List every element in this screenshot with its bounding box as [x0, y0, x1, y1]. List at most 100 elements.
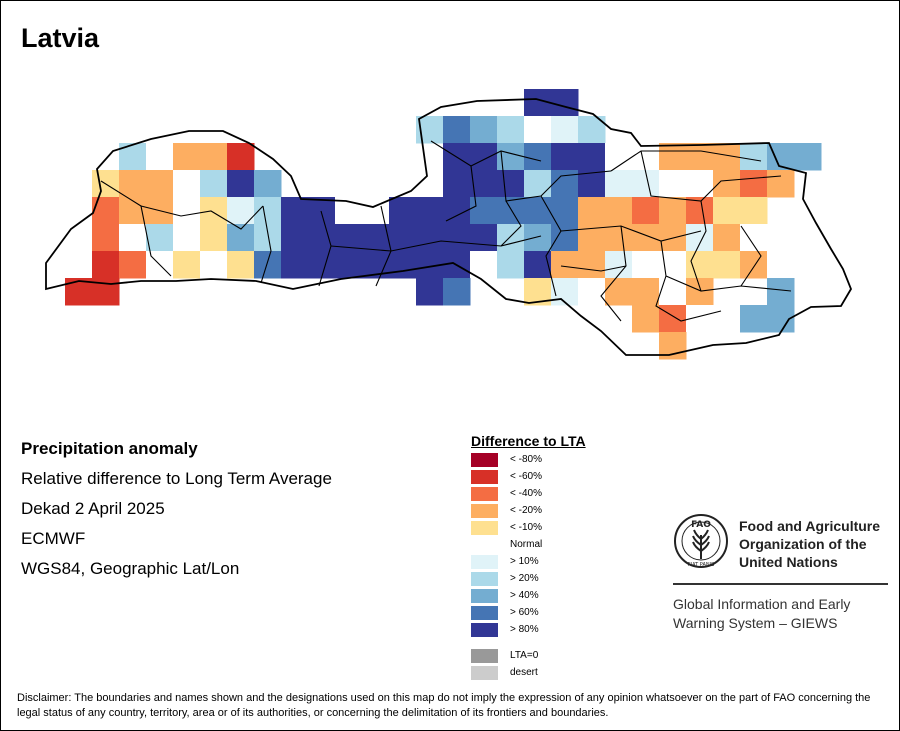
anomaly-cell [200, 224, 228, 252]
legend-label: LTA=0 [510, 650, 539, 661]
anomaly-cell [605, 197, 633, 225]
anomaly-cell [470, 197, 498, 225]
anomaly-cell [767, 278, 795, 306]
legend-label: < -10% [510, 522, 542, 533]
anomaly-cell [173, 251, 201, 279]
anomaly-cell [524, 116, 552, 144]
anomaly-cell [416, 224, 444, 252]
anomaly-cell [713, 251, 741, 279]
anomaly-cell [389, 251, 417, 279]
giews-line2: Warning System – GIEWS [673, 615, 838, 631]
legend-swatch [471, 649, 498, 663]
anomaly-cell [254, 251, 282, 279]
legend-label: > 40% [510, 590, 539, 601]
legend-label: > 20% [510, 573, 539, 584]
anomaly-cell [443, 170, 471, 198]
anomaly-cell [416, 197, 444, 225]
anomaly-cell [308, 224, 336, 252]
legend-label: < -60% [510, 471, 542, 482]
anomaly-cell [470, 143, 498, 171]
fao-divider [673, 583, 888, 585]
fao-logo-icon: FAO FIAT PANIS [674, 514, 728, 568]
anomaly-cell [470, 224, 498, 252]
anomaly-cell [740, 224, 768, 252]
anomaly-cell [443, 116, 471, 144]
internal-border [740, 225, 762, 287]
internal-border [100, 180, 172, 277]
legend-swatch [471, 606, 498, 620]
anomaly-cell [281, 224, 309, 252]
anomaly-cell [767, 170, 795, 198]
internal-border [655, 275, 722, 322]
district-borders [100, 140, 792, 322]
anomaly-cell [551, 251, 579, 279]
anomaly-cell [659, 197, 687, 225]
info-projection: WGS84, Geographic Lat/Lon [21, 559, 240, 578]
anomaly-cell [200, 170, 228, 198]
anomaly-cell [335, 251, 363, 279]
disclaimer: Disclaimer: The boundaries and names sho… [17, 692, 871, 719]
fao-name-line2: Organization of the [739, 536, 867, 552]
anomaly-cell [470, 116, 498, 144]
anomaly-cell [551, 143, 579, 171]
anomaly-cell [119, 224, 147, 252]
anomaly-cell [659, 278, 687, 306]
legend-swatch [471, 623, 498, 637]
anomaly-cell [740, 143, 768, 171]
internal-border [560, 265, 627, 272]
giews-name: Global Information and Early Warning Sys… [673, 595, 850, 633]
fao-name-line3: United Nations [739, 554, 838, 570]
internal-border [140, 205, 264, 230]
anomaly-cell [713, 197, 741, 225]
anomaly-cell [173, 197, 201, 225]
legend-label: Normal [510, 539, 543, 550]
legend-swatch [471, 453, 498, 467]
map-info: Precipitation anomaly Relative differenc… [21, 439, 332, 589]
anomaly-cell [740, 197, 768, 225]
anomaly-cell [551, 89, 579, 117]
anomaly-cell [578, 143, 606, 171]
internal-border [260, 205, 272, 284]
anomaly-cell [551, 278, 579, 306]
anomaly-cell [713, 224, 741, 252]
giews-line1: Global Information and Early [673, 596, 851, 612]
anomaly-cell [740, 170, 768, 198]
legend-swatch [471, 572, 498, 586]
internal-border [690, 200, 707, 292]
anomaly-cell [200, 197, 228, 225]
anomaly-cell [686, 278, 714, 306]
legend-swatch [471, 666, 498, 680]
anomaly-cell [146, 143, 174, 171]
anomaly-cell [308, 197, 336, 225]
internal-border [560, 225, 702, 242]
anomaly-cell [416, 278, 444, 306]
anomaly-cell [524, 224, 552, 252]
anomaly-cell [497, 251, 525, 279]
anomaly-cell [470, 251, 498, 279]
legend-label: desert [510, 667, 538, 678]
anomaly-cell [362, 224, 390, 252]
fao-name-line1: Food and Agriculture [739, 518, 881, 534]
anomaly-cell [524, 197, 552, 225]
anomaly-cell [389, 224, 417, 252]
anomaly-cell [254, 170, 282, 198]
info-source: ECMWF [21, 529, 86, 548]
anomaly-cell [578, 197, 606, 225]
anomaly-cell [281, 251, 309, 279]
anomaly-cell [524, 170, 552, 198]
anomaly-cell [524, 251, 552, 279]
anomaly-cell [227, 143, 255, 171]
legend-swatch [471, 521, 498, 535]
anomaly-cell [524, 143, 552, 171]
anomaly-cell [632, 251, 660, 279]
internal-border [500, 200, 522, 247]
internal-border [430, 140, 542, 167]
legend-label: > 60% [510, 607, 539, 618]
fao-branding: FAO FIAT PANIS Food and Agriculture Orga… [673, 513, 889, 633]
internal-border [660, 240, 792, 292]
anomaly-cell [551, 224, 579, 252]
anomaly-cell [92, 197, 120, 225]
anomaly-cell [497, 116, 525, 144]
anomaly-map [45, 89, 852, 360]
